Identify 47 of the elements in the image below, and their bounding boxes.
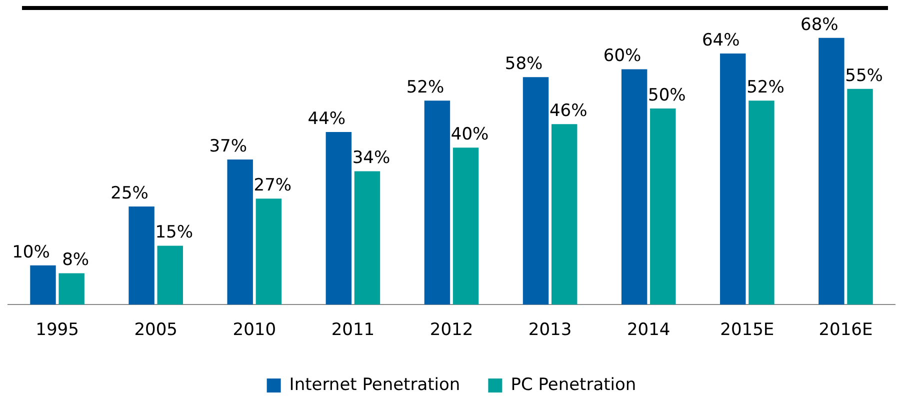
bar xyxy=(30,265,56,305)
bar xyxy=(748,100,774,305)
data-label: 8% xyxy=(62,250,90,270)
bar xyxy=(354,171,380,305)
data-label: 44% xyxy=(308,108,346,129)
x-tick-label: 2012 xyxy=(430,320,474,340)
legend-label: PC Penetration xyxy=(510,374,636,395)
x-tick-label: 2014 xyxy=(626,320,670,340)
bar xyxy=(227,159,253,305)
x-tick-label: 2011 xyxy=(331,320,375,340)
x-tick-label: 2010 xyxy=(232,320,276,340)
data-label: 64% xyxy=(702,30,740,50)
bar xyxy=(256,198,282,305)
data-label: 27% xyxy=(254,176,292,196)
bar xyxy=(818,38,844,305)
bar xyxy=(650,108,676,305)
bar xyxy=(522,77,549,305)
data-label: 37% xyxy=(209,136,247,156)
x-tick-label: 2016E xyxy=(818,320,873,340)
data-label: 46% xyxy=(549,101,588,122)
data-label: 68% xyxy=(800,14,838,35)
data-label: 52% xyxy=(746,78,784,98)
data-label: 60% xyxy=(603,46,642,66)
data-label: 34% xyxy=(352,148,390,168)
data-label: 40% xyxy=(450,124,489,145)
data-label: 52% xyxy=(406,78,444,98)
x-tick-label: 2013 xyxy=(528,320,572,340)
bar xyxy=(847,88,873,305)
data-label: 25% xyxy=(110,183,148,204)
data-label: 58% xyxy=(504,54,543,74)
data-label: 10% xyxy=(12,242,50,262)
data-label: 15% xyxy=(155,222,194,243)
bar xyxy=(157,246,183,305)
bar xyxy=(326,132,352,305)
bar xyxy=(720,54,746,305)
bar xyxy=(621,69,648,305)
bar xyxy=(452,148,479,305)
bar xyxy=(551,124,578,305)
x-tick-label: 2005 xyxy=(134,320,178,340)
x-tick-label: 1995 xyxy=(36,320,79,340)
bar xyxy=(58,273,84,305)
bar xyxy=(128,206,154,305)
legend-label: Internet Penetration xyxy=(289,374,460,395)
x-tick-label: 2015E xyxy=(720,320,774,340)
bar xyxy=(424,100,450,305)
data-label: 50% xyxy=(648,85,686,106)
data-label: 55% xyxy=(845,66,883,86)
